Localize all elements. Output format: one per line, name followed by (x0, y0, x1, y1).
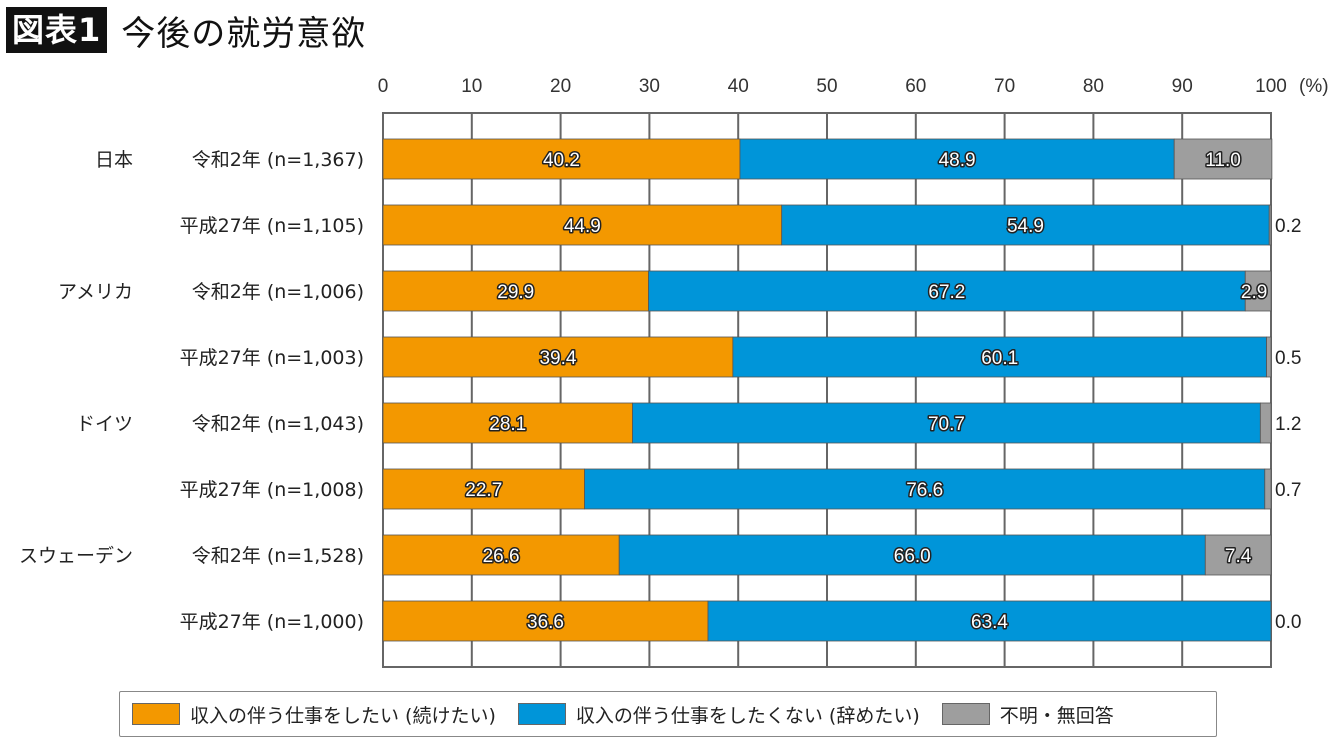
legend-swatch-unknown (941, 703, 990, 725)
bar-segment-quit (781, 204, 1270, 246)
row-label: 令和2年 (n=1,367) (192, 149, 364, 171)
x-tick-label: 50 (816, 76, 837, 97)
x-tick-label: 80 (1083, 76, 1104, 97)
bar-segment-continue (382, 468, 585, 510)
bar-segment-quit (584, 468, 1266, 510)
row-label: 平成27年 (n=1,000) (180, 611, 364, 633)
x-tick-label: 70 (994, 76, 1015, 97)
bar-segment-unknown (1204, 534, 1272, 576)
data-label-quit: 48.9 (939, 150, 976, 171)
bar-segment-continue (382, 600, 709, 642)
row-label: 令和2年 (n=1,006) (192, 281, 364, 303)
bar-segment-unknown (1259, 402, 1272, 444)
bar-segment-quit (648, 270, 1246, 312)
group-label: アメリカ (58, 281, 133, 303)
data-label-unknown: 0.5 (1275, 348, 1301, 369)
x-tick-label: 10 (461, 76, 482, 97)
bar-segment-quit (618, 534, 1206, 576)
bar-segment-unknown (1264, 468, 1272, 510)
bar-segment-quit (732, 336, 1267, 378)
legend-item-unknown: 不明・無回答 (941, 701, 1114, 728)
stacked-bar-chart: 0 10 20 30 40 50 60 70 80 90 100 (%) 令和2年 (n=1,367) 日… (19, 76, 1329, 668)
bar-segment-continue (382, 402, 633, 444)
row-label: 平成27年 (n=1,008) (180, 479, 364, 501)
legend-label-unknown: 不明・無回答 (999, 704, 1114, 727)
legend-label-quit: 収入の伴う仕事をしたくない (辞めたい) (575, 704, 920, 727)
data-label-continue: 26.6 (483, 546, 520, 567)
legend-swatch-quit (517, 703, 566, 725)
data-label-continue: 28.1 (489, 414, 526, 435)
data-label-quit: 63.4 (971, 612, 1008, 633)
x-tick-label: 20 (550, 76, 571, 97)
chart-title: 今後の就労意欲 (121, 13, 367, 54)
data-label-continue: 36.6 (527, 612, 564, 633)
row-label: 令和2年 (n=1,043) (192, 413, 364, 435)
data-label-unknown: 7.4 (1225, 546, 1252, 567)
data-label-continue: 40.2 (543, 150, 580, 171)
bar-segment-unknown (1268, 204, 1272, 246)
row-label: 平成27年 (n=1,105) (180, 215, 364, 237)
group-label: スウェーデン (19, 545, 133, 567)
group-label: 日本 (95, 149, 133, 171)
data-label-quit: 67.2 (928, 282, 965, 303)
bar-segment-continue (382, 138, 741, 180)
legend-item-continue: 収入の伴う仕事をしたい (続けたい) (132, 701, 496, 728)
data-label-unknown: 11.0 (1205, 150, 1241, 171)
bar-segment-quit (707, 600, 1272, 642)
data-label-unknown: 0.2 (1275, 216, 1301, 237)
x-tick-label: 30 (639, 76, 660, 97)
row-label: 平成27年 (n=1,003) (180, 347, 364, 369)
legend-swatch-continue (132, 703, 180, 725)
row-label: 令和2年 (n=1,528) (192, 545, 364, 567)
group-label: ドイツ (76, 413, 133, 435)
figure-header: 図表1 今後の就労意欲 (6, 6, 366, 54)
data-label-continue: 44.9 (564, 216, 601, 237)
data-label-unknown: 1.2 (1275, 414, 1301, 435)
bar-segment-continue (382, 336, 734, 378)
bar-segment-unknown (1266, 336, 1272, 378)
legend-item-quit: 収入の伴う仕事をしたくない (辞めたい) (517, 701, 920, 728)
data-label-unknown: 2.9 (1241, 282, 1267, 303)
data-label-quit: 76.6 (906, 480, 943, 501)
x-tick-label: 90 (1172, 76, 1193, 97)
data-label-continue: 29.9 (497, 282, 534, 303)
data-label-quit: 66.0 (894, 546, 931, 567)
bar-segment-continue (382, 534, 620, 576)
figure-badge: 図表1 (6, 7, 108, 53)
bar-segment-unknown (1173, 138, 1273, 180)
bar-segment-quit (739, 138, 1175, 180)
data-label-unknown: 0.7 (1275, 480, 1301, 501)
legend-label-continue: 収入の伴う仕事をしたい (続けたい) (190, 704, 496, 727)
data-label-continue: 22.7 (465, 480, 502, 501)
data-label-continue: 39.4 (539, 348, 576, 369)
data-label-quit: 54.9 (1007, 216, 1044, 237)
bar-segment-continue (382, 270, 649, 312)
x-tick-label: 40 (728, 76, 749, 97)
legend: 収入の伴う仕事をしたい (続けたい) 収入の伴う仕事をしたくない (辞めたい) … (119, 691, 1217, 737)
bar-segment-quit (632, 402, 1261, 444)
data-label-quit: 60.1 (981, 348, 1018, 369)
x-tick-label: 60 (905, 76, 926, 97)
x-tick-label: 100 (1255, 76, 1287, 97)
x-axis-unit: (%) (1299, 76, 1329, 97)
x-tick-label: 0 (378, 76, 389, 97)
data-label-quit: 70.7 (928, 414, 965, 435)
bar-segment-unknown (1244, 270, 1272, 312)
data-label-unknown: 0.0 (1275, 612, 1301, 633)
